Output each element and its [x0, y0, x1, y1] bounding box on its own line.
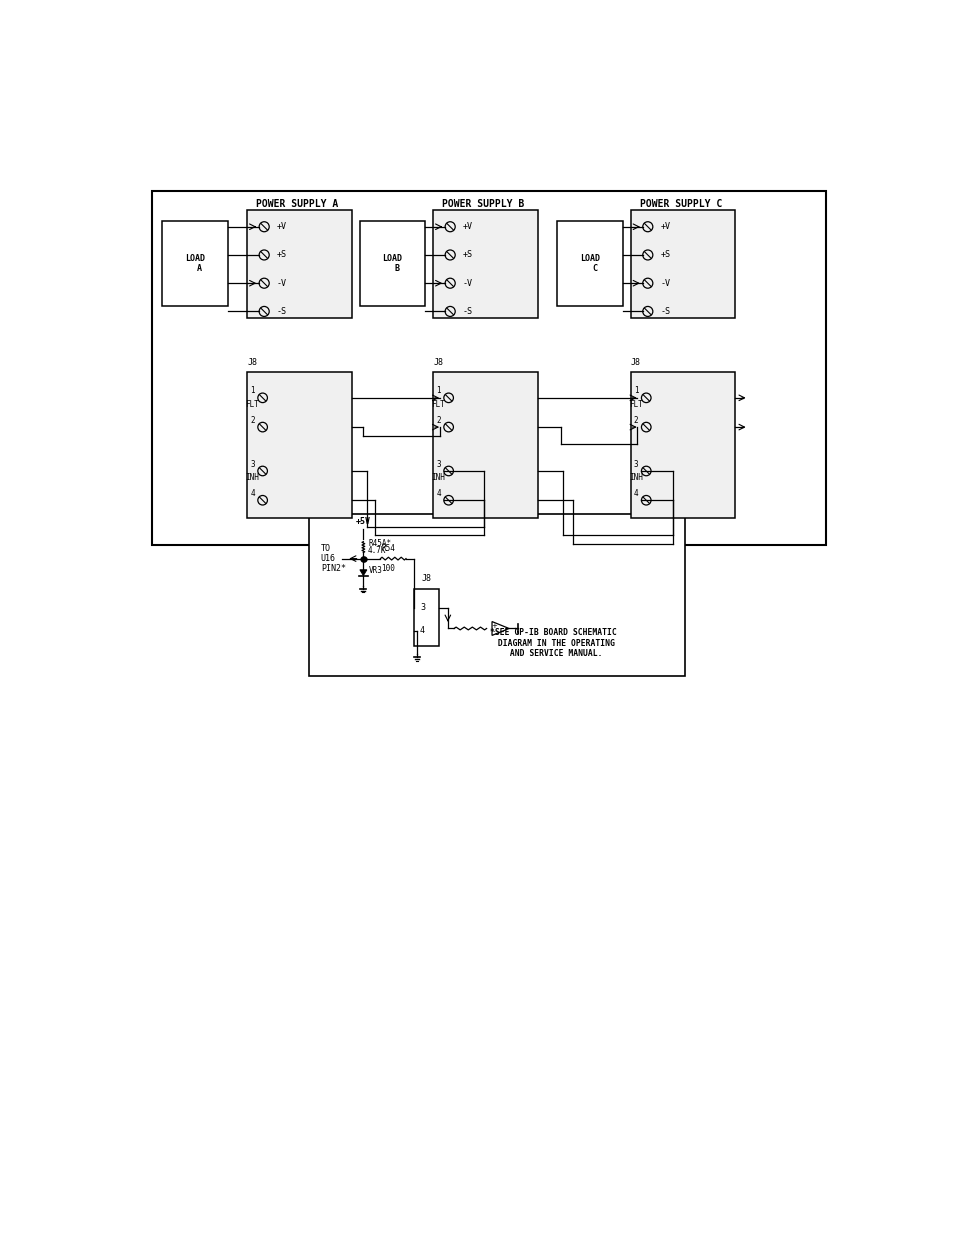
Text: +V: +V — [462, 222, 472, 231]
Text: FLT: FLT — [245, 400, 259, 409]
FancyBboxPatch shape — [247, 210, 352, 317]
Text: 3: 3 — [633, 459, 638, 468]
Text: 4.7K: 4.7K — [368, 546, 386, 556]
Text: INH: INH — [245, 473, 259, 483]
Text: +: + — [491, 622, 497, 629]
FancyBboxPatch shape — [309, 514, 684, 676]
Text: FLT: FLT — [431, 400, 445, 409]
FancyBboxPatch shape — [630, 210, 735, 317]
Text: J8: J8 — [247, 358, 257, 367]
Text: FLT: FLT — [629, 400, 642, 409]
Text: *SEE GP-IB BOARD SCHEMATIC
 DIAGRAM IN THE OPERATING
 AND SERVICE MANUAL.: *SEE GP-IB BOARD SCHEMATIC DIAGRAM IN TH… — [490, 629, 617, 658]
FancyBboxPatch shape — [152, 190, 825, 545]
Text: VR3: VR3 — [369, 566, 382, 574]
Text: TO: TO — [320, 545, 331, 553]
Text: R54: R54 — [381, 545, 395, 553]
Text: 1: 1 — [633, 387, 638, 395]
Text: -: - — [492, 629, 495, 635]
Text: +V: +V — [276, 222, 286, 231]
Text: -S: -S — [659, 308, 670, 316]
Text: PIN2*: PIN2* — [320, 564, 345, 573]
Text: 4: 4 — [250, 489, 254, 498]
Polygon shape — [359, 569, 367, 576]
FancyBboxPatch shape — [557, 221, 622, 306]
Text: -S: -S — [462, 308, 472, 316]
Text: U16: U16 — [320, 555, 335, 563]
Text: +S: +S — [462, 251, 472, 259]
Text: +S: +S — [276, 251, 286, 259]
Text: 1: 1 — [436, 387, 440, 395]
Text: 4: 4 — [633, 489, 638, 498]
Text: LOAD
  A: LOAD A — [185, 254, 205, 273]
Text: LOAD
  B: LOAD B — [382, 254, 402, 273]
Text: -S: -S — [276, 308, 286, 316]
Text: 4: 4 — [419, 626, 424, 635]
Text: 3: 3 — [250, 459, 254, 468]
Text: J8: J8 — [433, 358, 442, 367]
Text: 2: 2 — [250, 416, 254, 425]
Text: 2: 2 — [633, 416, 638, 425]
FancyBboxPatch shape — [359, 221, 425, 306]
Text: POWER SUPPLY C: POWER SUPPLY C — [639, 199, 721, 210]
FancyBboxPatch shape — [433, 210, 537, 317]
Text: 100: 100 — [381, 564, 395, 573]
FancyBboxPatch shape — [247, 372, 352, 517]
Text: +V: +V — [659, 222, 670, 231]
FancyBboxPatch shape — [414, 589, 438, 646]
Text: -V: -V — [659, 279, 670, 288]
Text: 2: 2 — [436, 416, 440, 425]
Text: J8: J8 — [630, 358, 640, 367]
FancyBboxPatch shape — [630, 372, 735, 517]
Text: 3: 3 — [436, 459, 440, 468]
Text: 3: 3 — [419, 603, 424, 613]
Text: POWER SUPPLY A: POWER SUPPLY A — [256, 199, 338, 210]
FancyBboxPatch shape — [433, 372, 537, 517]
Text: 4: 4 — [436, 489, 440, 498]
Text: -V: -V — [276, 279, 286, 288]
FancyBboxPatch shape — [162, 221, 228, 306]
Text: INH: INH — [629, 473, 642, 483]
Text: +5V: +5V — [355, 516, 371, 526]
Text: -V: -V — [462, 279, 472, 288]
Text: INH: INH — [431, 473, 445, 483]
Text: 1: 1 — [250, 387, 254, 395]
Text: J8: J8 — [420, 574, 431, 583]
Text: R45A*: R45A* — [368, 538, 391, 547]
Text: +S: +S — [659, 251, 670, 259]
Text: POWER SUPPLY B: POWER SUPPLY B — [442, 199, 524, 210]
Text: LOAD
  C: LOAD C — [579, 254, 599, 273]
